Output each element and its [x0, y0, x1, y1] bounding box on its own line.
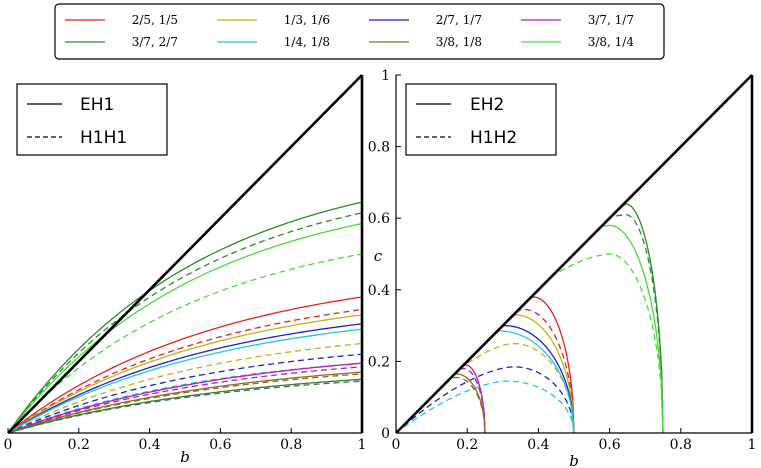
right-style-legend: EH2 H1H2 — [405, 83, 557, 156]
right-yticks-label-0-2: 0.2 — [368, 354, 390, 370]
right-yticks-label-0-8: 0.8 — [368, 140, 390, 156]
left-series-3-8-1-4-h1h1 — [7, 253, 363, 434]
right-y-axis-label: c — [374, 247, 383, 265]
right-yticks-label-0-4: 0.4 — [368, 283, 390, 299]
left-xticks-label-0-6: 0.6 — [209, 437, 231, 453]
left-xticks-label-0-8: 0.8 — [280, 437, 302, 453]
left-series-3-8-1-8-h1h1 — [7, 373, 363, 434]
color-legend-label-3-8-1-4: 3/8, 1/4 — [588, 35, 635, 49]
left-series-3-7-1-7-eh1 — [7, 362, 363, 434]
right-xticks-label-0-4: 0.4 — [527, 437, 549, 453]
left-xticks-label-0-2: 0.2 — [68, 437, 90, 453]
color-legend-label-1-3-1-6: 1/3, 1/6 — [284, 13, 330, 27]
right-xticks-label-0-8: 0.8 — [670, 437, 692, 453]
left-panel: 0 0.2 0.4 0.6 0.8 1 b EH1 H1H1 — [4, 74, 367, 466]
right-xticks: 0 0.2 0.4 0.6 0.8 1 — [392, 428, 757, 453]
right-x-axis-label: b — [569, 452, 579, 468]
left-series-1-3-1-6-h1h1 — [7, 342, 363, 434]
left-series-extra-h1h1 — [7, 380, 363, 434]
right-xticks-label-1: 1 — [748, 437, 757, 453]
left-series-1-4-1-8-eh1 — [7, 328, 363, 434]
left-style-legend-frame — [16, 83, 168, 156]
color-legend-label-3-7-1-7: 3/7, 1/7 — [588, 13, 634, 27]
color-legend-items: 2/5, 1/5 1/3, 1/6 2/7, 1/7 3/7, 1/7 3/7, 2/7… — [65, 13, 634, 49]
color-legend-label-3-7-2-7: 3/7, 2/7 — [132, 35, 178, 49]
color-legend-label-1-4-1-8: 1/4, 1/8 — [284, 35, 330, 49]
color-legend: 2/5, 1/5 1/3, 1/6 2/7, 1/7 3/7, 1/7 3/7, 2/7… — [54, 3, 665, 60]
color-legend-frame — [54, 3, 665, 60]
left-boundary-line — [7, 74, 363, 434]
left-series-2-7-1-7-eh1 — [7, 323, 363, 434]
right-yticks-label-1: 1 — [381, 68, 390, 84]
left-xticks-label-1: 1 — [358, 437, 367, 453]
left-xticks-label-0-4: 0.4 — [138, 437, 160, 453]
right-xticks-label-0-6: 0.6 — [598, 437, 620, 453]
right-legend-h1h2-label: H1H2 — [470, 128, 517, 148]
left-x-axis-label: b — [180, 448, 190, 466]
left-legend-eh1-label: EH1 — [80, 95, 114, 115]
right-series-3-8-1-8-h1h2 — [395, 376, 486, 434]
right-xticks-label-0-2: 0.2 — [456, 437, 478, 453]
left-series-1-3-1-6-eh1 — [7, 314, 363, 434]
color-legend-label-3-8-1-8: 3/8, 1/8 — [436, 35, 482, 49]
left-series-group — [7, 201, 363, 434]
right-panel: 0 0.2 0.4 0.6 0.8 1 0 0.2 0.4 0.6 0.8 1 b c EH2 H1… — [368, 68, 757, 468]
left-series-3-7-2-7-eh1 — [7, 201, 363, 434]
right-series-1-4-1-8-h1h2 — [395, 380, 575, 434]
right-series-3-7-2-7-h1h2 — [395, 213, 664, 434]
left-series-3-8-1-4-eh1 — [7, 222, 363, 434]
left-series-3-7-2-7-h1h1 — [7, 212, 363, 434]
left-series-2-7-1-7-h1h1 — [7, 353, 363, 434]
left-series-3-7-1-7-h1h1 — [7, 366, 363, 434]
left-xticks-label-0: 0 — [4, 437, 13, 453]
left-xticks: 0 0.2 0.4 0.6 0.8 1 — [4, 428, 367, 453]
left-style-legend: EH1 H1H1 — [16, 83, 168, 156]
right-xticks-label-0: 0 — [392, 437, 401, 453]
left-series-2-5-1-5-eh1 — [7, 296, 363, 434]
color-legend-label-2-7-1-7: 2/7, 1/7 — [436, 13, 482, 27]
right-boundary-line — [395, 74, 753, 434]
right-yticks-label-0-6: 0.6 — [368, 211, 390, 227]
right-style-legend-frame — [405, 83, 557, 156]
left-legend-h1h1-label: H1H1 — [80, 128, 127, 148]
right-yticks-label-0: 0 — [381, 426, 390, 442]
right-legend-eh2-label: EH2 — [470, 95, 504, 115]
right-yticks: 0 0.2 0.4 0.6 0.8 1 — [368, 68, 401, 442]
color-legend-label-2-5-1-5: 2/5, 1/5 — [132, 13, 178, 27]
right-series-2-7-1-7-h1h2 — [395, 366, 575, 434]
